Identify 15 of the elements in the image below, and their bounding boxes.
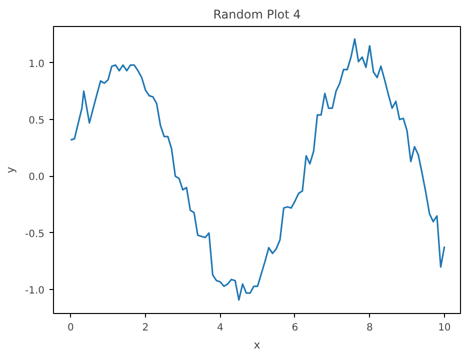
x-tick-label: 2 xyxy=(142,322,149,334)
y-tick-label: -1.0 xyxy=(24,286,45,297)
y-tick-label: 0.5 xyxy=(28,116,45,127)
x-tick-label: 10 xyxy=(438,322,451,334)
x-tick-label: 6 xyxy=(292,322,298,334)
chart-title: Random Plot 4 xyxy=(213,8,301,22)
x-axis-title: x xyxy=(254,338,261,352)
x-tick-label: 0 xyxy=(68,322,74,334)
line-series xyxy=(70,38,446,301)
x-tick-label: 4 xyxy=(217,322,224,334)
y-tick-label: 0.0 xyxy=(28,172,45,184)
y-tick-label: -0.5 xyxy=(24,228,45,240)
y-tick-label: 1.0 xyxy=(28,58,45,70)
x-tick-label: 8 xyxy=(366,322,373,334)
y-axis-title: y xyxy=(4,166,17,174)
